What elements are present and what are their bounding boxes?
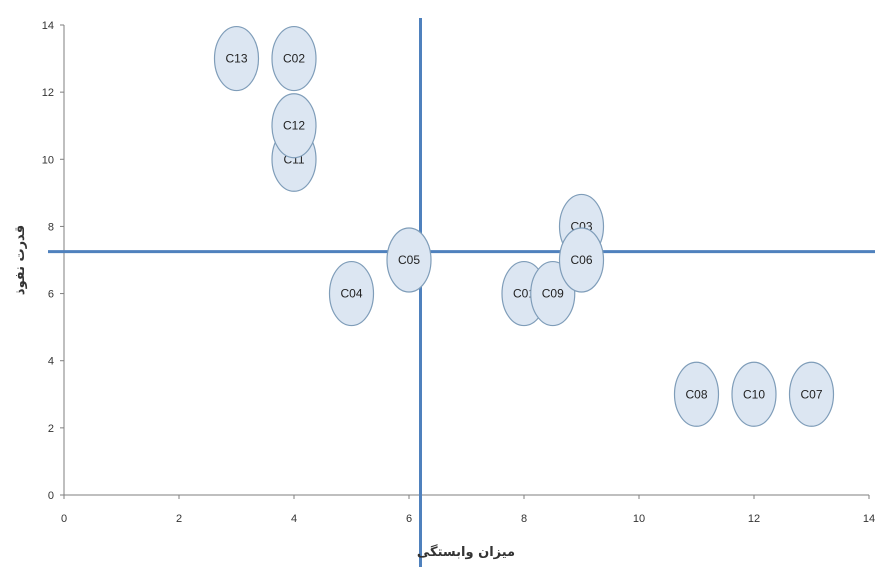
bubble-label: C05	[398, 253, 420, 267]
x-tick-label: 12	[748, 513, 760, 525]
x-axis-title: میزان وابستگی	[417, 544, 515, 560]
bubble-marker	[213, 25, 260, 92]
bubble-label: C06	[570, 253, 592, 267]
y-tick-label: 8	[48, 221, 54, 233]
y-tick-label: 14	[42, 20, 54, 32]
x-tick-label: 4	[291, 513, 297, 525]
bubble-label: C07	[800, 387, 822, 401]
y-tick-label: 6	[48, 289, 54, 301]
reference-lines	[48, 18, 875, 567]
data-point-c06: C06	[558, 227, 605, 293]
data-point-c08: C08	[673, 361, 720, 427]
y-tick-label: 12	[42, 87, 54, 99]
axes: 0 2 4 6 8 10 12 14 0 2 4 6 8 10 12 14	[42, 20, 875, 525]
x-tick-label: 0	[61, 513, 67, 525]
bubble-label: C01	[513, 287, 535, 301]
x-tick-label: 14	[863, 513, 875, 525]
y-tick-label: 2	[48, 423, 54, 435]
bubble-label: C02	[283, 52, 305, 66]
data-point-c10: C10	[731, 361, 777, 427]
bubble-label: C04	[340, 287, 362, 301]
bubble-marker	[558, 227, 605, 293]
x-tick-label: 8	[521, 513, 527, 525]
y-axis-title: قدرت نفوذ	[13, 225, 28, 295]
y-tick-label: 4	[48, 356, 54, 368]
data-point-c05: C05	[386, 227, 432, 293]
bubble-label: C12	[283, 119, 305, 133]
data-point-c13: C13	[213, 25, 260, 92]
bubble-label: C08	[685, 387, 707, 401]
y-tick-label: 0	[48, 490, 54, 502]
bubble-marker	[271, 25, 317, 92]
bubble-marker	[328, 260, 375, 327]
bubble-marker	[673, 361, 720, 427]
bubble-marker	[386, 227, 432, 293]
data-point-c07: C07	[788, 361, 835, 427]
bubble-marker	[271, 93, 317, 159]
x-tick-label: 10	[633, 513, 645, 525]
bubble-marker	[731, 361, 777, 427]
data-point-c04: C04	[328, 260, 375, 327]
bubble-label: C13	[225, 52, 247, 66]
data-point-c12: C12	[271, 93, 317, 159]
x-tick-label: 6	[406, 513, 412, 525]
y-tick-label: 10	[42, 154, 54, 166]
bubble-label: C10	[743, 387, 765, 401]
data-point-c02: C02	[271, 25, 317, 92]
bubble-label: C09	[542, 287, 564, 301]
x-tick-label: 2	[176, 513, 182, 525]
bubble-marker	[788, 361, 835, 427]
